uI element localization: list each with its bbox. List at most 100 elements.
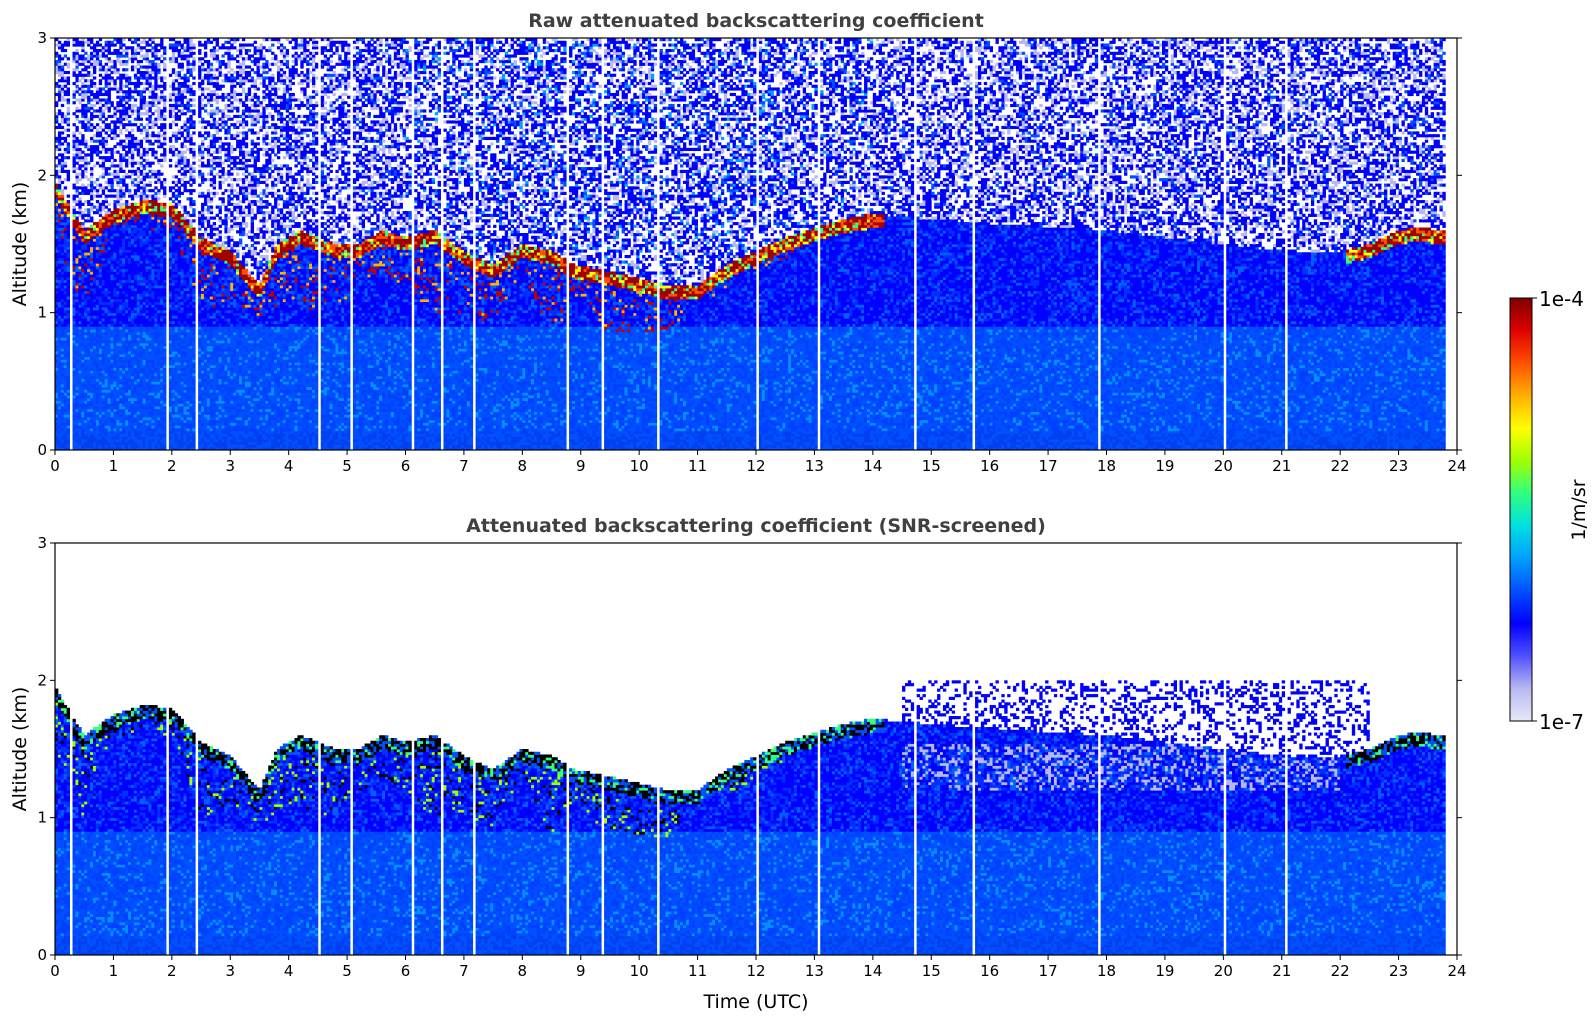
- heatmap-cell: [58, 79, 61, 82]
- heatmap-cell: [64, 436, 67, 439]
- heatmap-cell: [64, 277, 67, 280]
- heatmap-cell: [64, 151, 67, 154]
- heatmap-cell: [58, 384, 61, 387]
- heatmap-cell: [64, 381, 67, 384]
- heatmap-cell: [61, 288, 64, 291]
- heatmap-cell: [58, 112, 61, 115]
- heatmap-cell: [64, 359, 67, 362]
- heatmap-cell: [58, 282, 61, 285]
- heatmap-cell: [64, 98, 67, 101]
- heatmap-cell: [64, 299, 67, 302]
- heatmap-cell: [58, 137, 61, 140]
- heatmap-cell: [61, 118, 64, 121]
- heatmap-cell: [58, 123, 61, 126]
- heatmap-cell: [58, 184, 61, 187]
- heatmap-cell: [61, 43, 64, 46]
- heatmap-cell: [64, 288, 67, 291]
- heatmap-cell: [58, 54, 61, 57]
- heatmap-cell: [58, 195, 61, 198]
- heatmap-cell: [58, 332, 61, 335]
- heatmap-cell: [58, 310, 61, 313]
- heatmap-cell: [58, 68, 61, 71]
- heatmap-cell: [58, 439, 61, 442]
- heatmap-cell: [64, 354, 67, 357]
- heatmap-cell: [61, 252, 64, 255]
- heatmap-cell: [58, 126, 61, 129]
- heatmap-cell: [64, 140, 67, 143]
- heatmap-cell: [58, 109, 61, 112]
- heatmap-cell: [64, 228, 67, 231]
- heatmap-cell: [61, 112, 64, 115]
- heatmap-cell: [64, 379, 67, 382]
- heatmap-cell: [64, 239, 67, 242]
- heatmap-cell: [64, 414, 67, 417]
- heatmap-cell: [61, 310, 64, 313]
- heatmap-cell: [61, 247, 64, 250]
- heatmap-cell: [64, 241, 67, 244]
- heatmap-cell: [58, 208, 61, 211]
- heatmap-cell: [58, 315, 61, 318]
- heatmap-cell: [64, 247, 67, 250]
- heatmap-cell: [64, 346, 67, 349]
- heatmap-cell: [61, 434, 64, 437]
- heatmap-cell: [61, 346, 64, 349]
- heatmap-cell: [61, 365, 64, 368]
- heatmap-cell: [58, 436, 61, 439]
- heatmap-cell: [61, 425, 64, 428]
- heatmap-cell: [64, 442, 67, 445]
- heatmap-cell: [58, 379, 61, 382]
- heatmap-cell: [58, 43, 61, 46]
- heatmap-cell: [58, 299, 61, 302]
- heatmap-cell: [64, 296, 67, 299]
- heatmap-cell: [64, 340, 67, 343]
- heatmap-cell: [58, 335, 61, 338]
- heatmap-cell: [61, 90, 64, 93]
- heatmap-cell: [64, 258, 67, 261]
- heatmap-cell: [58, 302, 61, 305]
- heatmap-cell: [58, 239, 61, 242]
- heatmap-cell: [64, 412, 67, 415]
- heatmap-cell: [61, 98, 64, 101]
- heatmap-cell: [61, 85, 64, 88]
- heatmap-cell: [58, 321, 61, 324]
- heatmap-cell: [58, 266, 61, 269]
- heatmap-cell: [58, 269, 61, 272]
- heatmap-cell: [64, 324, 67, 327]
- raw-backscatter-heatmap: [55, 38, 1446, 450]
- heatmap-cell: [58, 348, 61, 351]
- heatmap-cell: [61, 217, 64, 220]
- heatmap-cell: [61, 420, 64, 423]
- heatmap-cell: [58, 192, 61, 195]
- heatmap-cell: [64, 263, 67, 266]
- heatmap-cell: [61, 398, 64, 401]
- heatmap-cell: [58, 96, 61, 99]
- heatmap-cell: [58, 425, 61, 428]
- heatmap-cell: [58, 354, 61, 357]
- heatmap-cell: [61, 71, 64, 74]
- heatmap-cell: [61, 442, 64, 445]
- heatmap-cell: [58, 230, 61, 233]
- heatmap-cell: [58, 359, 61, 362]
- heatmap-cell: [64, 200, 67, 203]
- heatmap-cell: [61, 406, 64, 409]
- heatmap-cell: [64, 351, 67, 354]
- heatmap-cell: [64, 439, 67, 442]
- heatmap-cell: [64, 343, 67, 346]
- heatmap-cell: [58, 280, 61, 283]
- heatmap-cell: [61, 164, 64, 167]
- heatmap-cell: [58, 252, 61, 255]
- heatmap-cell: [58, 329, 61, 332]
- heatmap-cell: [58, 395, 61, 398]
- heatmap-cell: [58, 134, 61, 137]
- heatmap-cell: [61, 436, 64, 439]
- heatmap-cell: [61, 244, 64, 247]
- heatmap-cell: [61, 87, 64, 90]
- heatmap-cell: [64, 390, 67, 393]
- heatmap-cell: [58, 343, 61, 346]
- heatmap-cell: [64, 403, 67, 406]
- heatmap-cell: [58, 260, 61, 263]
- heatmap-cell: [58, 222, 61, 225]
- heatmap-cell: [58, 87, 61, 90]
- heatmap-cell: [61, 376, 64, 379]
- heatmap-cell: [58, 296, 61, 299]
